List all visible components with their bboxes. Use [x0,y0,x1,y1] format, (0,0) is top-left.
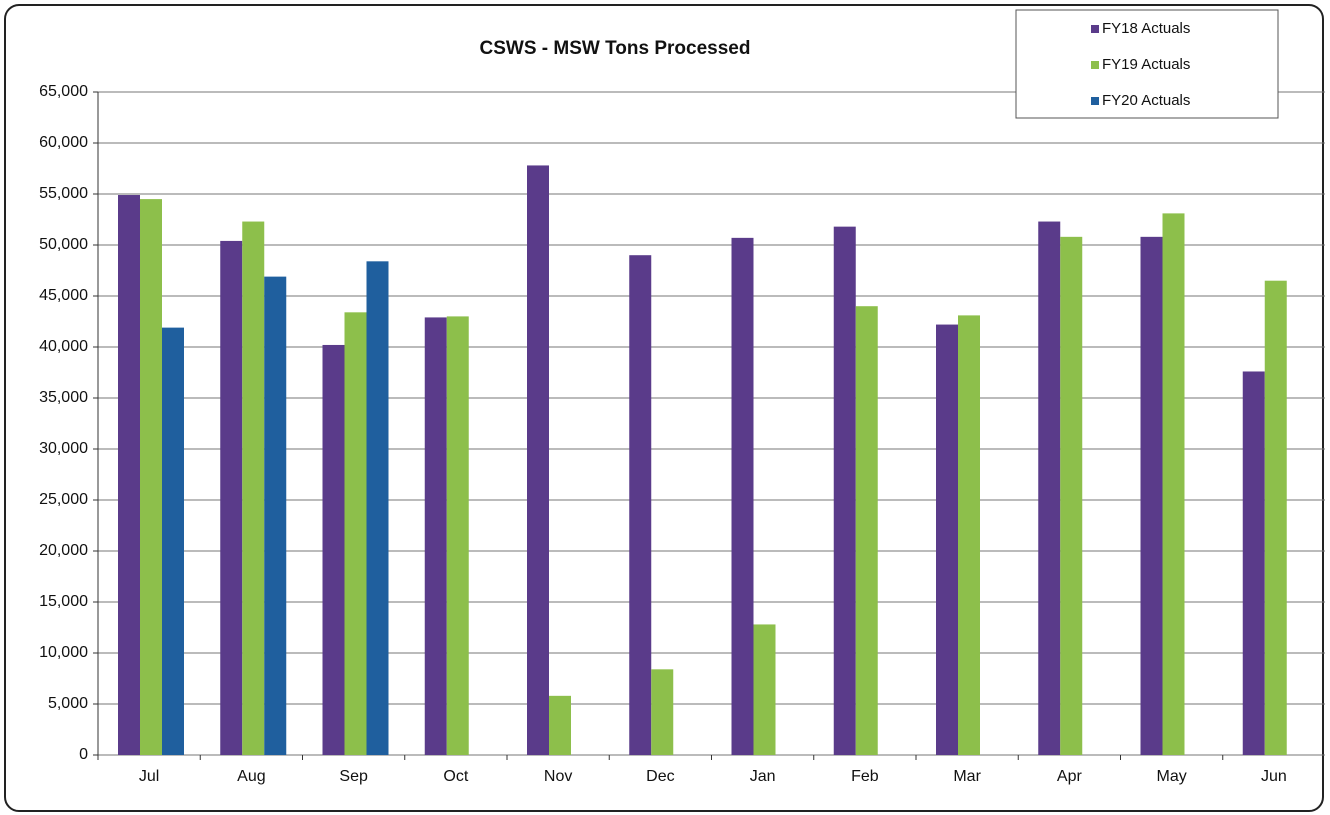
y-tick-label: 25,000 [39,491,88,508]
x-tick-label: Jul [139,768,159,785]
bar [958,315,980,755]
x-tick-label: Mar [953,768,981,785]
x-tick-label: Sep [339,768,368,785]
bar [753,624,776,755]
bar [242,221,265,756]
bar [527,165,549,755]
bar [731,237,754,756]
y-tick-label: 50,000 [39,236,88,253]
x-tick-label: Jun [1261,768,1287,785]
y-tick-label: 30,000 [39,440,88,457]
y-tick-label: 20,000 [39,542,88,559]
bar [264,276,287,755]
legend-label: FY18 Actuals [1102,20,1190,37]
bar [629,255,652,755]
bar [322,344,345,755]
bar [651,669,674,755]
y-tick-label: 60,000 [39,134,88,151]
y-tick-label: 5,000 [48,695,88,712]
y-tick-label: 55,000 [39,185,88,202]
x-tick-label: Dec [646,768,674,785]
bar [424,317,447,755]
bar [549,695,571,755]
chart-title: CSWS - MSW Tons Processed [480,38,751,59]
y-tick-label: 10,000 [39,644,88,661]
legend-box [1015,9,1279,119]
x-tick-label: May [1157,768,1187,785]
bar [162,327,184,755]
bar [446,316,469,755]
bar [220,240,243,756]
y-tick-label: 45,000 [39,287,88,304]
bar [936,324,958,755]
bar [1242,371,1265,755]
bar [1162,213,1185,755]
y-tick-label: 40,000 [39,338,88,355]
y-tick-label: 0 [79,746,88,763]
bar [1060,236,1083,756]
x-tick-label: Aug [237,768,265,785]
legend-swatch [1091,61,1099,69]
bar [855,306,878,755]
y-tick-label: 65,000 [39,83,88,100]
x-tick-label: Apr [1057,768,1083,785]
bar [1264,280,1287,755]
x-tick-label: Feb [851,768,879,785]
legend-label: FY19 Actuals [1102,56,1190,73]
y-tick-label: 35,000 [39,389,88,406]
bar [118,195,140,755]
x-tick-label: Oct [443,768,468,785]
x-tick-label: Nov [544,768,572,785]
legend-label: FY20 Actuals [1102,92,1190,109]
bar [1038,221,1061,756]
y-tick-label: 15,000 [39,593,88,610]
legend-swatch [1091,97,1099,105]
legend-swatch [1091,25,1099,33]
bar [140,199,162,756]
x-tick-label: Jan [750,768,776,785]
bar [833,226,856,755]
bar [344,312,367,755]
bar [1140,236,1163,756]
bar [366,261,389,755]
